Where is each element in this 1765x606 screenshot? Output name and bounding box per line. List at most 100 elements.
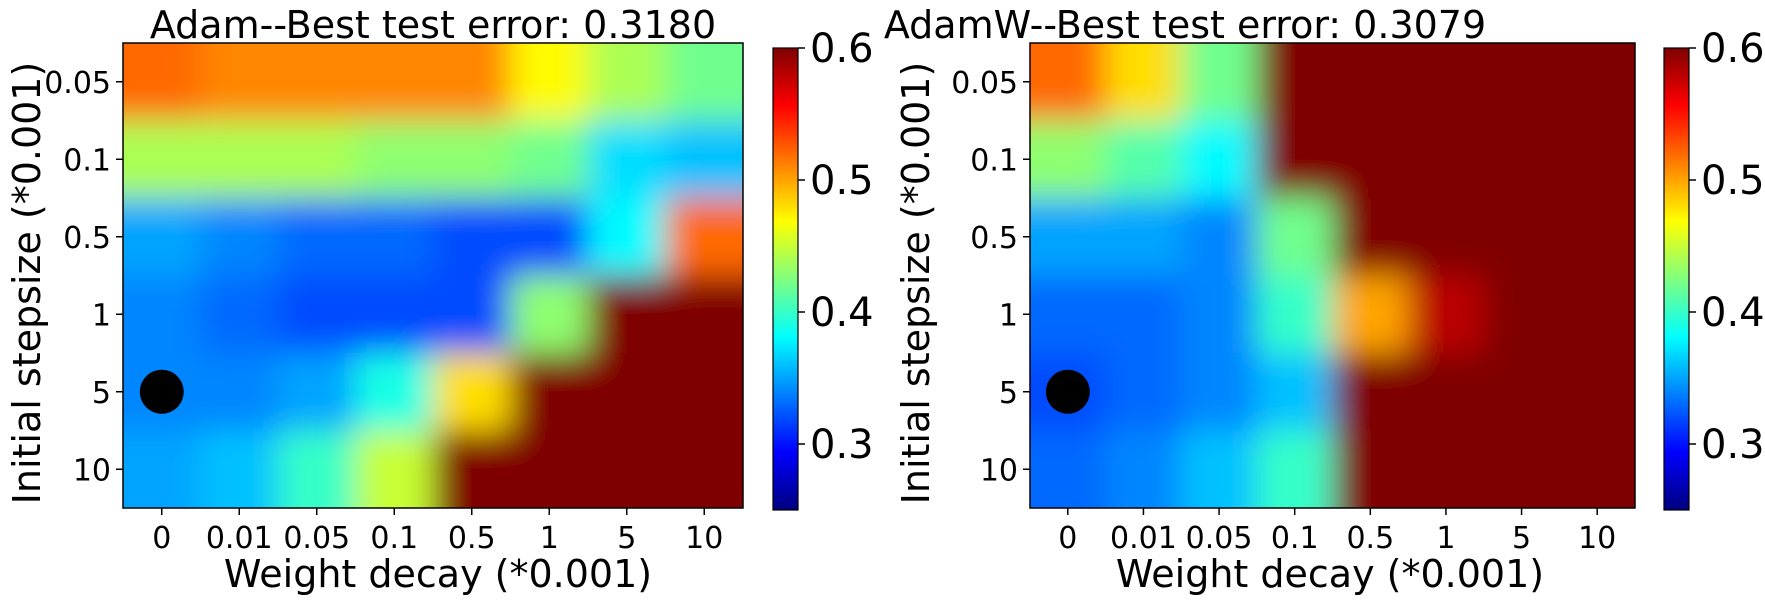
heatmap-cell [1559, 430, 1635, 508]
adam-xlabel: Weight decay (*0.001) [224, 552, 652, 596]
colorbar-tick-label: 0.3 [1701, 422, 1765, 468]
heatmap-cell [1559, 43, 1635, 121]
heatmap-cell [1030, 198, 1107, 276]
y-tick-label: 0.05 [44, 66, 111, 101]
heatmap-cell [278, 120, 356, 199]
x-tick-label: 10 [1578, 521, 1616, 556]
heatmap-cell [588, 43, 666, 121]
heatmap-cell [1332, 353, 1409, 431]
colorbar-tick-label: 0.4 [810, 290, 874, 336]
heatmap-cell [1332, 430, 1409, 508]
colorbar-tick-label: 0.5 [810, 158, 874, 204]
heatmap-cell [355, 430, 434, 508]
y-tick-label: 0.05 [951, 66, 1018, 101]
heatmap-cell [1559, 120, 1635, 199]
heatmap-cell [1408, 275, 1485, 354]
adamw-xlabel: Weight decay (*0.001) [1116, 552, 1544, 596]
heatmap-cell [433, 120, 511, 199]
heatmap-cell [588, 198, 666, 276]
heatmap-cell [1256, 198, 1333, 276]
heatmap-cell [1408, 353, 1485, 431]
adamw-heatmap: 0 0.01 0.05 0.1 0.5 1 5 10 0.05 0.1 0.5 1 5 10 [951, 42, 1636, 556]
adamw-panel: AdamW--Best test error: 0.3079 0 0.01 0.05… [884, 3, 1765, 596]
colorbar-tick-label: 0.6 [1701, 26, 1765, 72]
heatmap-cell [510, 275, 589, 354]
best-marker [139, 369, 184, 414]
adam-ylabel: Initial stepsize (*0.001) [5, 62, 49, 505]
x-tick-label: 0 [1058, 521, 1077, 556]
plot-frame [1029, 42, 1636, 509]
colorbar-tick-label: 0.3 [810, 422, 874, 468]
heatmap-cell [665, 198, 743, 276]
heatmap-cell [1408, 198, 1485, 276]
heatmap-cell [588, 120, 666, 199]
heatmap-cell [1105, 198, 1182, 276]
x-tick-label: 5 [1512, 521, 1531, 556]
heatmap-cell [355, 120, 434, 199]
heatmap-cell [433, 275, 511, 354]
y-tick-label: 1 [92, 298, 111, 333]
x-tick-label: 0.1 [370, 521, 418, 556]
heatmap-cell [355, 275, 434, 354]
heatmap-cell [665, 275, 743, 354]
best-marker [1045, 369, 1090, 414]
heatmap-cell [355, 43, 434, 121]
heatmap-cells [123, 43, 743, 508]
heatmap-cell [200, 120, 279, 199]
heatmap-cell [1256, 120, 1333, 199]
heatmap-cell [1408, 43, 1485, 121]
heatmap-cell [1256, 430, 1333, 508]
heatmap-cell [1105, 43, 1182, 121]
x-tick-label: 0 [152, 521, 171, 556]
x-tick-label: 0.1 [1271, 521, 1319, 556]
heatmap-cell [1181, 120, 1258, 199]
x-tick-label: 1 [1436, 521, 1455, 556]
plot-frame [122, 42, 744, 509]
heatmap-cell [1483, 275, 1560, 354]
y-tick-label: 10 [980, 453, 1018, 488]
heatmap-cell [200, 353, 279, 431]
heatmap-cell [1181, 43, 1258, 121]
heatmap-cell [510, 198, 589, 276]
adam-colorbar: 0.3 0.4 0.5 0.6 [772, 26, 874, 511]
adam-heatmap: 0 0.01 0.05 0.1 0.5 1 5 10 0.05 0.1 0.5 1 5 10 [44, 42, 744, 556]
x-tick-label: 5 [617, 521, 636, 556]
heatmap-cell [510, 120, 589, 199]
heatmap-cell [1408, 120, 1485, 199]
heatmap-cell [665, 43, 743, 121]
x-tick-label: 0.5 [1346, 521, 1394, 556]
adamw-colorbar: 0.3 0.4 0.5 0.6 [1663, 26, 1765, 511]
heatmap-cell [123, 120, 201, 199]
colorbar-tick-label: 0.5 [1701, 158, 1765, 204]
adam-panel: Adam--Best test error: 0.3180 0 0.01 0.05 0… [5, 3, 874, 596]
heatmap-cell [123, 198, 201, 276]
x-tick-label: 1 [540, 521, 559, 556]
heatmap-cell [510, 353, 589, 431]
heatmap-cell [1559, 198, 1635, 276]
heatmap-cell [588, 430, 666, 508]
adamw-ylabel: Initial stepsize (*0.001) [894, 62, 938, 505]
adamw-title: AdamW--Best test error: 0.3079 [884, 3, 1486, 47]
heatmap-cell [1105, 353, 1182, 431]
heatmap-cell [200, 275, 279, 354]
heatmap-cell [200, 198, 279, 276]
heatmap-cell [1332, 120, 1409, 199]
heatmap-cell [1030, 43, 1107, 121]
y-tick-label: 0.5 [970, 221, 1018, 256]
heatmap-cells [1030, 43, 1635, 508]
y-tick-label: 0.5 [63, 221, 111, 256]
heatmap-cell [200, 43, 279, 121]
y-tick-label: 10 [73, 453, 111, 488]
x-tick-label: 0.05 [283, 521, 350, 556]
heatmap-cell [510, 430, 589, 508]
heatmap-cell [1030, 275, 1107, 354]
heatmap-cell [1030, 120, 1107, 199]
heatmap-cell [200, 430, 279, 508]
y-tick-label: 0.1 [970, 143, 1018, 178]
heatmap-cell [665, 353, 743, 431]
heatmap-cell [1559, 353, 1635, 431]
heatmap-cell [1483, 430, 1560, 508]
heatmap-cell [1483, 353, 1560, 431]
x-tick-label: 0.01 [206, 521, 273, 556]
